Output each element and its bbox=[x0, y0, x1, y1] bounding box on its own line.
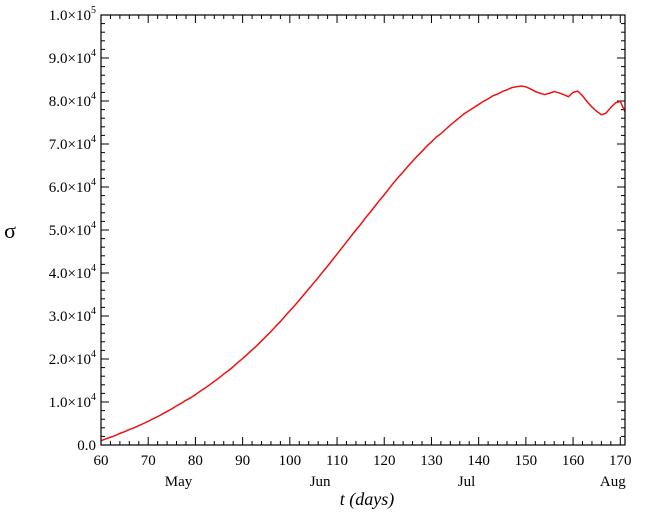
series-line bbox=[100, 85, 626, 442]
labels-layer: 60 70 80 90 100 110 120 130 140 150 160 170 May Jun Ju… bbox=[49, 5, 632, 490]
month-label: Aug bbox=[600, 474, 626, 490]
x-tick-label: 160 bbox=[562, 453, 585, 469]
x-tick-label: 70 bbox=[141, 453, 156, 469]
x-tick-label: 170 bbox=[609, 453, 632, 469]
y-tick-label: 0.0 bbox=[77, 438, 96, 454]
plot-frame bbox=[100, 14, 626, 446]
y-tick-label: 1.0×105 bbox=[49, 5, 96, 24]
series-layer bbox=[100, 85, 626, 442]
y-tick-label: 1.0×104 bbox=[49, 392, 96, 411]
y-tick-label: 7.0×104 bbox=[49, 134, 96, 153]
y-tick-label: 9.0×104 bbox=[49, 48, 96, 67]
x-tick-label: 100 bbox=[279, 453, 302, 469]
x-tick-label: 90 bbox=[235, 453, 250, 469]
month-label: Jun bbox=[310, 474, 331, 490]
y-axis-title: σ bbox=[4, 218, 16, 243]
y-tick-label: 2.0×104 bbox=[49, 349, 96, 368]
x-tick-label: 120 bbox=[373, 453, 396, 469]
y-tick-label: 6.0×104 bbox=[49, 177, 96, 196]
y-tick-label: 8.0×104 bbox=[49, 91, 96, 110]
y-tick-label: 4.0×104 bbox=[49, 263, 96, 282]
x-tick-label: 60 bbox=[94, 453, 109, 469]
ticks-layer bbox=[100, 14, 625, 446]
x-tick-label: 110 bbox=[326, 453, 348, 469]
y-tick-label: 3.0×104 bbox=[49, 306, 96, 325]
x-tick-label: 130 bbox=[420, 453, 443, 469]
month-label: May bbox=[165, 474, 193, 490]
month-label: Jul bbox=[458, 474, 476, 490]
x-axis-title: t (days) bbox=[340, 489, 394, 510]
x-tick-label: 150 bbox=[515, 453, 538, 469]
x-tick-label: 80 bbox=[188, 453, 203, 469]
x-tick-label: 140 bbox=[467, 453, 490, 469]
y-tick-label: 5.0×104 bbox=[49, 220, 96, 239]
